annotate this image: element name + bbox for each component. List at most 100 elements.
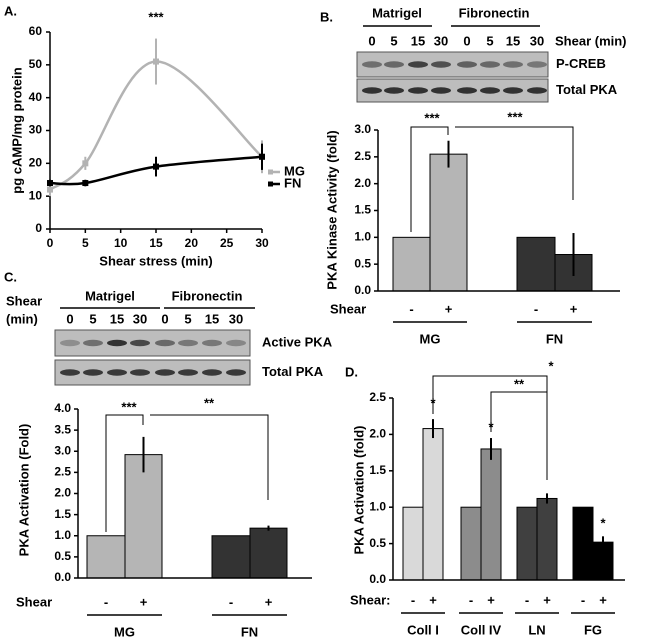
bar: [460, 506, 482, 581]
shear-sign: -: [411, 592, 415, 607]
blot-band: [155, 369, 175, 376]
blot-band: [527, 87, 547, 94]
y-axis-label: PKA Activation (Fold): [16, 424, 31, 557]
tick-label: 20: [185, 236, 199, 250]
tick-label: 1.5: [354, 203, 371, 217]
group-label: FG: [584, 622, 602, 637]
marker: [47, 186, 53, 193]
bar: [124, 454, 163, 579]
significance-label: ***: [424, 110, 440, 125]
shear-sign: +: [140, 594, 148, 609]
blot-lane-title: Shear: [6, 293, 42, 308]
tick-label: 1.0: [54, 528, 71, 542]
blot-band: [130, 339, 150, 347]
legend-label: MG: [284, 163, 305, 178]
blot-lane-title: (min): [6, 311, 38, 326]
blot-lane-label: 30: [530, 33, 544, 48]
blot-band: [457, 87, 477, 94]
blot-lane-label: 0: [368, 33, 375, 48]
shear-sign: -: [525, 592, 529, 607]
group-label: Coll I: [407, 622, 439, 637]
blot-band: [384, 87, 404, 94]
blot-band: [480, 61, 500, 68]
blot-row-label: P-CREB: [556, 56, 606, 71]
marker: [153, 58, 159, 65]
blot-band: [178, 339, 198, 347]
shear-sign: +: [599, 592, 607, 607]
legend-marker: [268, 169, 273, 175]
bar: [572, 506, 594, 581]
shear-sign: +: [445, 301, 453, 316]
blot-band: [226, 369, 246, 376]
y-axis-label: pg cAMP/mg protein: [9, 67, 24, 193]
blot-group-label: Matrigel: [85, 288, 135, 303]
blot-band: [431, 87, 451, 94]
blot-lane-label: 5: [89, 311, 96, 326]
bar: [422, 428, 444, 581]
tick-label: 0.0: [354, 283, 371, 297]
shear-sign: +: [570, 301, 578, 316]
tick-label: 2.0: [54, 486, 71, 500]
blot-band: [457, 61, 477, 68]
blot-band: [155, 339, 175, 347]
blot-lane-label: 30: [434, 33, 448, 48]
panel-label: A.: [4, 3, 17, 18]
blot-lane-label: 5: [390, 33, 397, 48]
significance-label: **: [514, 376, 525, 391]
significance-label: ***: [507, 109, 523, 124]
blot-row-label: Total PKA: [262, 364, 324, 379]
blot-row-label: Active PKA: [262, 334, 333, 349]
significance-bracket: [455, 126, 574, 200]
tick-label: 5: [82, 236, 89, 250]
shear-sign: -: [581, 592, 585, 607]
blot-band: [384, 61, 404, 68]
blot-band: [527, 61, 547, 68]
blot-band: [60, 339, 80, 347]
marker: [153, 163, 159, 170]
shear-sign: +: [487, 592, 495, 607]
blot-lane-label: 30: [133, 311, 147, 326]
blot-lane-label: 30: [229, 311, 243, 326]
blot-lane-title: Shear (min): [555, 33, 627, 48]
series-line: [49, 155, 263, 186]
blot-row-label: Total PKA: [556, 82, 618, 97]
marker: [259, 153, 265, 160]
blot-band: [408, 87, 428, 94]
y-axis-label: PKA Kinase Activity (fold): [324, 130, 339, 289]
significance-label: ***: [121, 399, 137, 414]
tick-label: 30: [29, 123, 43, 137]
bar: [536, 497, 558, 581]
tick-label: 2.0: [354, 176, 371, 190]
significance-bracket: [410, 126, 449, 232]
y-axis-label: PKA Activation (fold): [351, 425, 366, 554]
tick-label: 0: [35, 221, 42, 235]
series-line: [49, 60, 263, 191]
significance-bracket: [490, 391, 547, 432]
blot-lane-label: 0: [161, 311, 168, 326]
shear-label: Shear:: [350, 592, 390, 607]
tick-label: 1.0: [354, 230, 371, 244]
tick-label: 1.0: [369, 499, 386, 513]
shear-sign: -: [469, 592, 473, 607]
tick-label: 1.5: [369, 463, 386, 477]
shear-sign: -: [229, 594, 233, 609]
blot-lane-label: 15: [506, 33, 520, 48]
blot-band: [202, 369, 222, 376]
blot-strip: [356, 78, 549, 103]
blot-group-label: Fibronectin: [459, 5, 530, 20]
blot-group-label: Fibronectin: [172, 288, 243, 303]
blot-band: [362, 87, 382, 94]
bar: [249, 527, 288, 579]
x-axis-label: Shear stress (min): [99, 253, 212, 268]
bar: [480, 448, 502, 581]
shear-sign: -: [409, 301, 413, 316]
bar: [429, 153, 468, 292]
tick-label: 1.5: [54, 507, 71, 521]
group-label: Coll IV: [461, 622, 502, 637]
tick-label: 30: [255, 236, 269, 250]
blot-lane-label: 15: [411, 33, 425, 48]
blot-band: [226, 339, 246, 347]
blot-lane-label: 5: [486, 33, 493, 48]
tick-label: 20: [29, 156, 43, 170]
